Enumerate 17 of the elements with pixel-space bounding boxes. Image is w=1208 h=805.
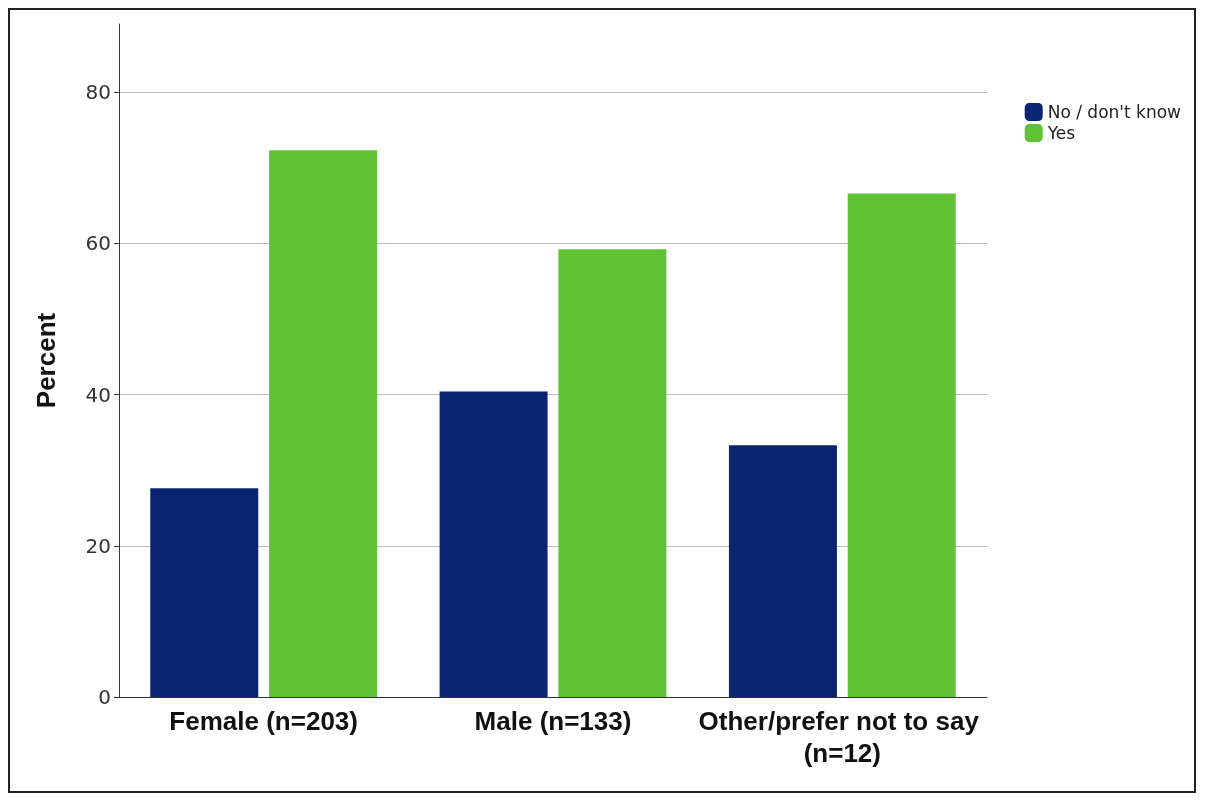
y-axis-title: Percent [31, 312, 61, 409]
x-tick-label: Male (n=133) [474, 706, 632, 736]
bar [558, 249, 667, 697]
bar [847, 193, 956, 697]
bar [439, 391, 548, 697]
y-tick-label: 40 [85, 382, 111, 407]
x-tick-label: Female (n=203) [169, 706, 358, 736]
y-tick-label: 80 [85, 80, 111, 105]
y-tick-label: 60 [85, 231, 111, 256]
bar [728, 445, 837, 697]
bar [269, 150, 378, 697]
legend-label: Yes [1046, 123, 1076, 143]
legend-label: No / don't know [1047, 102, 1182, 122]
y-tick-label: 0 [98, 685, 111, 709]
bar [150, 488, 259, 697]
y-tick-label: 20 [85, 533, 111, 558]
x-tick-label: Other/prefer not to say (n=12) [698, 706, 987, 768]
